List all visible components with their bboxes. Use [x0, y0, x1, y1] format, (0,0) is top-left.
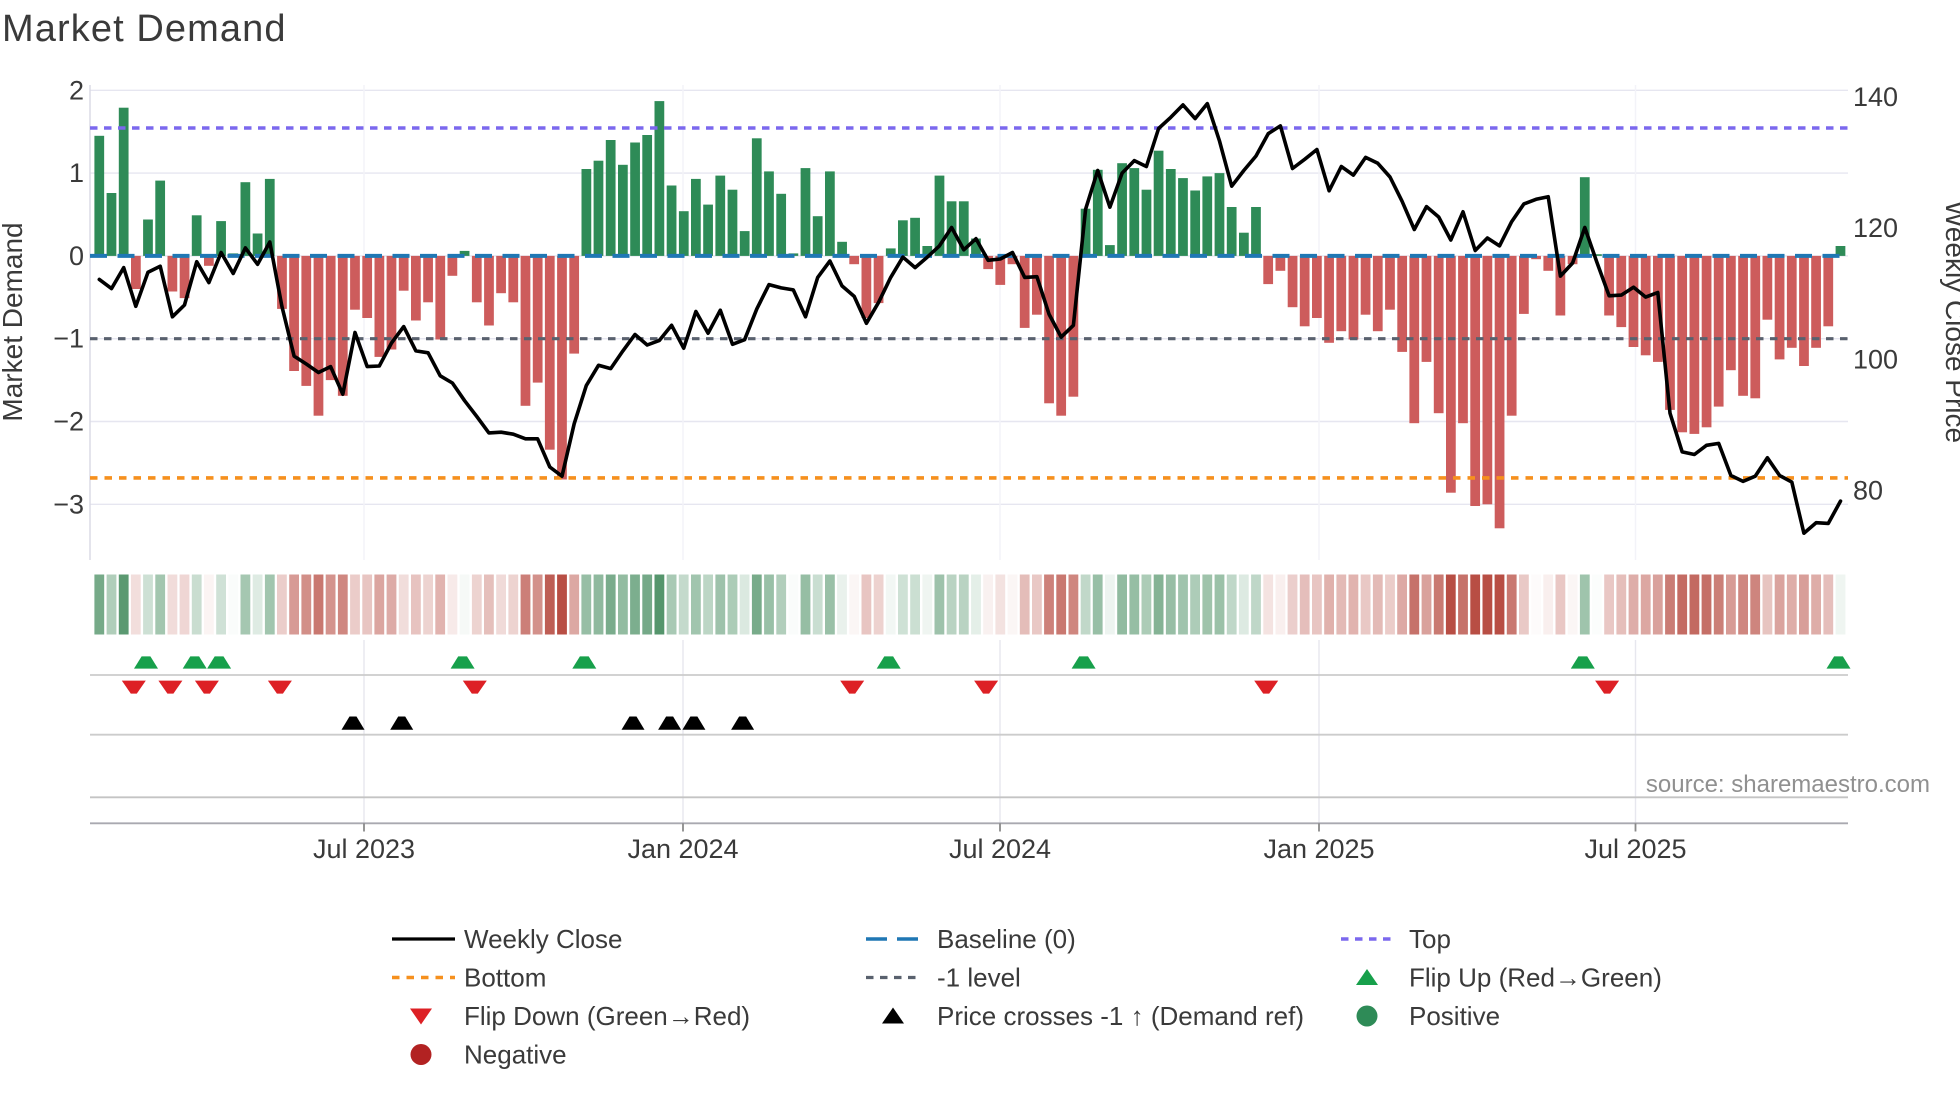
svg-text:100: 100	[1853, 344, 1898, 374]
svg-text:Jul 2023: Jul 2023	[313, 834, 415, 864]
svg-text:Weekly Close: Weekly Close	[464, 924, 622, 954]
svg-text:Market Demand: Market Demand	[0, 222, 28, 421]
svg-text:80: 80	[1853, 476, 1883, 506]
svg-text:Jul 2024: Jul 2024	[949, 834, 1051, 864]
svg-text:140: 140	[1853, 82, 1898, 112]
svg-text:Bottom: Bottom	[464, 963, 546, 993]
svg-text:Top: Top	[1409, 924, 1451, 954]
svg-text:Price crosses -1 ↑ (Demand ref: Price crosses -1 ↑ (Demand ref)	[937, 1001, 1304, 1031]
svg-text:Jul 2025: Jul 2025	[1584, 834, 1686, 864]
svg-text:120: 120	[1853, 213, 1898, 243]
svg-text:Flip Up (Red→Green): Flip Up (Red→Green)	[1409, 963, 1662, 993]
svg-text:Flip Down (Green→Red): Flip Down (Green→Red)	[464, 1001, 750, 1031]
svg-text:Weekly Close Price: Weekly Close Price	[1940, 201, 1960, 443]
svg-text:source: sharemaestro.com: source: sharemaestro.com	[1646, 771, 1930, 798]
svg-text:-1 level: -1 level	[937, 963, 1021, 993]
svg-text:Market Demand: Market Demand	[2, 8, 287, 50]
svg-text:Positive: Positive	[1409, 1001, 1500, 1031]
svg-text:0: 0	[69, 241, 84, 271]
svg-text:−2: −2	[53, 407, 84, 437]
svg-text:−1: −1	[53, 324, 84, 354]
svg-text:2: 2	[69, 75, 84, 105]
svg-text:1: 1	[69, 158, 84, 188]
svg-text:Baseline (0): Baseline (0)	[937, 924, 1076, 954]
svg-text:−3: −3	[53, 489, 84, 519]
svg-text:Jan 2025: Jan 2025	[1263, 834, 1374, 864]
svg-text:Jan 2024: Jan 2024	[627, 834, 738, 864]
svg-text:Negative: Negative	[464, 1040, 567, 1070]
